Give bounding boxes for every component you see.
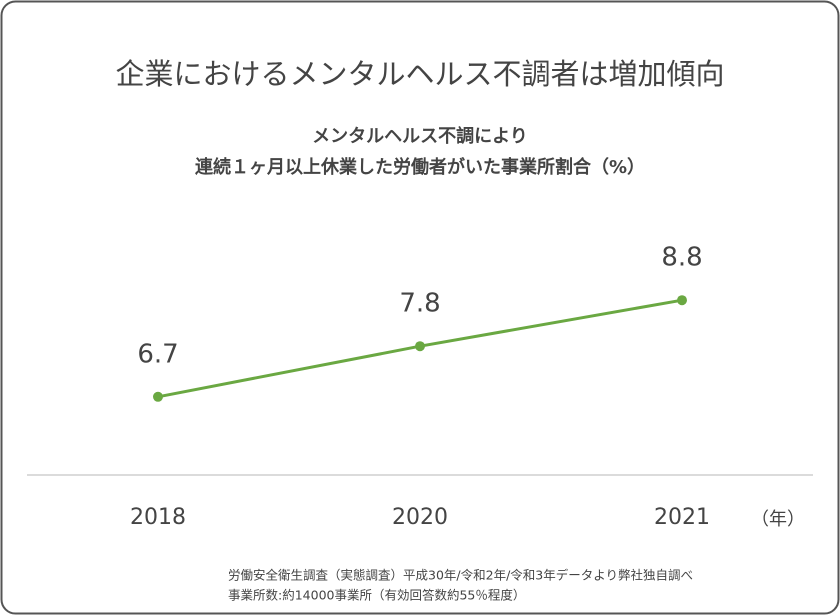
value-label: 6.7 <box>137 339 178 369</box>
x-tick-label: 2020 <box>392 505 448 530</box>
source-note: 労働安全衛生調査（実態調査）平成30年/令和2年/令和3年データより弊社独自調べ <box>228 568 693 583</box>
chart-subtitle: メンタルヘルス不調により <box>312 125 528 147</box>
x-unit: （年） <box>751 509 805 530</box>
source-note: 事業所数:約14000事業所（有効回答数約55％程度） <box>228 588 525 603</box>
value-label: 7.8 <box>399 289 440 319</box>
data-point <box>415 341 425 352</box>
data-point <box>677 295 687 306</box>
x-tick-label: 2021 <box>654 505 710 530</box>
data-point <box>153 391 163 402</box>
chart-subtitle: 連続１ヶ月以上休業した労働者がいた事業所割合（%） <box>195 156 645 178</box>
chart-title: 企業におけるメンタルヘルス不調者は増加傾向 <box>115 57 724 91</box>
value-label: 8.8 <box>661 243 702 273</box>
x-tick-label: 2018 <box>130 505 186 530</box>
